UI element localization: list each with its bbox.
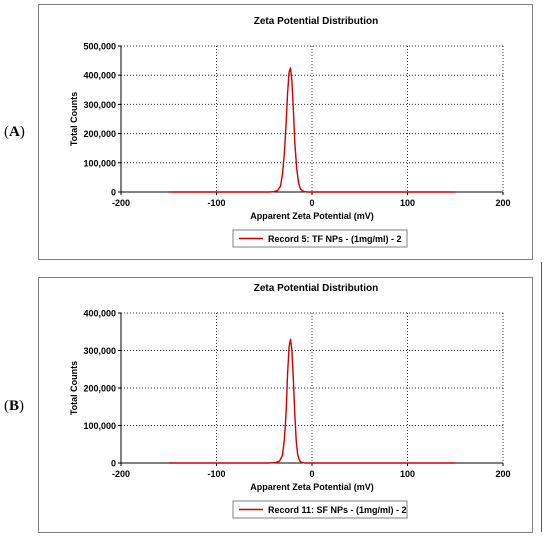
panel-label-b: (B) xyxy=(4,398,25,414)
y-tick-label: 400,000 xyxy=(83,71,116,81)
x-tick-label: -100 xyxy=(207,469,225,479)
x-tick-label: 0 xyxy=(309,198,314,208)
y-tick-label: 300,000 xyxy=(83,100,116,110)
x-axis-label: Apparent Zeta Potential (mV) xyxy=(250,211,374,221)
chart-title: Zeta Potential Distribution xyxy=(254,16,378,27)
legend-box xyxy=(232,229,408,248)
chart-a: Zeta Potential Distribution 0 100,000 200,0… xyxy=(69,16,511,248)
y-tick-label: 300,000 xyxy=(83,346,116,356)
x-tick-label: 200 xyxy=(495,469,510,479)
chart-title: Zeta Potential Distribution xyxy=(254,283,378,294)
chart-a-frame: Zeta Potential Distribution 0 100,000 200,0… xyxy=(38,4,533,260)
x-tick-label: 0 xyxy=(309,469,314,479)
x-tick-label: 200 xyxy=(495,198,510,208)
series-line xyxy=(168,67,456,193)
chart-b: Zeta Potential Distribution 0 100,000 200,0… xyxy=(69,283,511,519)
x-axis-label: Apparent Zeta Potential (mV) xyxy=(250,482,374,492)
x-tick-label: -200 xyxy=(112,469,130,479)
legend-label: Record 11: SF NPs - (1mg/ml) - 2 xyxy=(268,505,407,515)
y-tick-label: 100,000 xyxy=(83,158,116,168)
y-tick-label: 200,000 xyxy=(83,129,116,139)
y-tick-label: 500,000 xyxy=(83,42,116,52)
y-tick-label: 0 xyxy=(111,188,116,198)
chart-b-frame: Zeta Potential Distribution 0 100,000 200,0… xyxy=(38,277,533,533)
y-tick-label: 400,000 xyxy=(83,309,116,319)
x-tick-label: 100 xyxy=(400,469,415,479)
y-tick-label: 200,000 xyxy=(83,384,116,394)
legend-label: Record 5: TF NPs - (1mg/ml) - 2 xyxy=(268,234,402,244)
x-tick-label: 100 xyxy=(400,198,415,208)
page-edge-line xyxy=(541,262,542,532)
y-tick-label: 0 xyxy=(111,459,116,469)
y-axis-label: Total Counts xyxy=(69,361,79,415)
series-line xyxy=(168,338,456,464)
panel-label-a: (A) xyxy=(4,124,25,140)
x-tick-label: -200 xyxy=(112,198,130,208)
y-axis-label: Total Counts xyxy=(69,92,79,146)
x-tick-label: -100 xyxy=(207,198,225,208)
y-tick-label: 100,000 xyxy=(83,421,116,431)
legend-box xyxy=(232,500,408,519)
